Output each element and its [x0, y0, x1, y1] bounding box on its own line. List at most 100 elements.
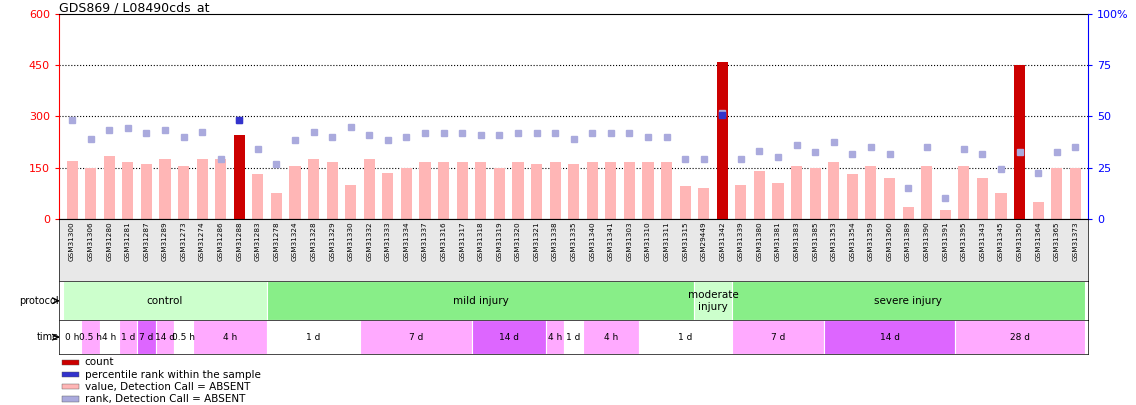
Bar — [568, 164, 579, 219]
Text: 14 d: 14 d — [879, 333, 900, 342]
Bar — [605, 162, 617, 219]
Text: GSM31364: GSM31364 — [1035, 222, 1041, 262]
Bar — [85, 168, 97, 219]
Bar — [103, 156, 115, 219]
Bar — [345, 185, 357, 219]
Bar — [475, 162, 486, 219]
Bar — [178, 166, 189, 219]
Bar — [1014, 65, 1025, 219]
Bar — [174, 320, 193, 354]
Text: GSM31316: GSM31316 — [441, 222, 446, 262]
Bar — [1014, 175, 1025, 219]
Bar — [565, 320, 583, 354]
Bar — [82, 320, 100, 354]
Bar — [995, 193, 1006, 219]
Text: GSM31359: GSM31359 — [868, 222, 874, 262]
Bar — [234, 135, 245, 219]
Bar — [364, 159, 375, 219]
Text: percentile rank within the sample: percentile rank within the sample — [85, 370, 260, 379]
Text: protocol: protocol — [19, 296, 59, 306]
Text: 1 d: 1 d — [307, 333, 320, 342]
Text: GSM31317: GSM31317 — [459, 222, 466, 262]
Text: time: time — [36, 332, 59, 342]
Text: 7 d: 7 d — [140, 333, 153, 342]
Bar — [586, 162, 598, 219]
Text: GSM31318: GSM31318 — [478, 222, 484, 262]
Text: GSM31329: GSM31329 — [329, 222, 335, 262]
Text: moderate
injury: moderate injury — [687, 290, 738, 311]
Text: GSM31288: GSM31288 — [236, 222, 242, 262]
Bar — [267, 320, 360, 354]
Text: 1 d: 1 d — [120, 333, 135, 342]
Bar — [234, 159, 245, 219]
Bar — [1033, 202, 1044, 219]
Text: GSM31341: GSM31341 — [608, 222, 613, 262]
Bar — [550, 162, 561, 219]
Bar — [67, 161, 77, 219]
Text: 28 d: 28 d — [1010, 333, 1029, 342]
Text: GSM31303: GSM31303 — [626, 222, 633, 262]
Bar — [694, 281, 732, 320]
Bar — [118, 320, 137, 354]
Text: mild injury: mild injury — [453, 296, 509, 306]
Text: GSM31320: GSM31320 — [515, 222, 521, 262]
Text: GSM31350: GSM31350 — [1017, 222, 1022, 262]
Bar — [1070, 168, 1080, 219]
Bar — [810, 168, 821, 219]
Bar — [62, 372, 78, 377]
Text: GSM31340: GSM31340 — [590, 222, 595, 262]
Bar — [290, 166, 301, 219]
Text: severe injury: severe injury — [874, 296, 942, 306]
Bar — [100, 320, 118, 354]
Bar — [772, 183, 784, 219]
Bar — [1051, 168, 1062, 219]
Bar — [959, 166, 969, 219]
Text: 7 d: 7 d — [771, 333, 785, 342]
Bar — [197, 159, 208, 219]
Bar — [717, 62, 728, 219]
Bar — [732, 320, 825, 354]
Text: GSM31339: GSM31339 — [738, 222, 744, 262]
Bar — [215, 159, 226, 219]
Bar — [921, 166, 933, 219]
Bar — [828, 162, 840, 219]
Bar — [156, 320, 174, 354]
Text: GSM31385: GSM31385 — [812, 222, 818, 262]
Text: GSM31373: GSM31373 — [1072, 222, 1078, 262]
Text: GSM31354: GSM31354 — [850, 222, 855, 262]
Text: 7 d: 7 d — [409, 333, 423, 342]
Text: 14 d: 14 d — [499, 333, 519, 342]
Bar — [977, 178, 988, 219]
Text: GSM31306: GSM31306 — [87, 222, 93, 262]
Text: GSM31287: GSM31287 — [143, 222, 150, 262]
Text: 0.5 h: 0.5 h — [172, 333, 195, 342]
Bar — [270, 193, 282, 219]
Text: GSM31338: GSM31338 — [552, 222, 558, 262]
Bar — [137, 320, 156, 354]
Text: GSM31310: GSM31310 — [645, 222, 651, 262]
Text: GSM31274: GSM31274 — [199, 222, 206, 262]
Text: GSM31395: GSM31395 — [961, 222, 967, 262]
Text: GSM31383: GSM31383 — [794, 222, 800, 262]
Text: 0.5 h: 0.5 h — [80, 333, 102, 342]
Text: GSM31342: GSM31342 — [719, 222, 725, 262]
Text: 1 d: 1 d — [567, 333, 580, 342]
Text: GSM31337: GSM31337 — [423, 222, 428, 262]
Text: 4 h: 4 h — [223, 333, 237, 342]
Text: 4 h: 4 h — [603, 333, 618, 342]
Text: GSM31389: GSM31389 — [905, 222, 911, 262]
Text: 1 d: 1 d — [678, 333, 692, 342]
Text: GSM31381: GSM31381 — [775, 222, 782, 262]
Bar — [141, 164, 152, 219]
Text: GSM29449: GSM29449 — [701, 222, 707, 262]
Bar — [846, 175, 858, 219]
Text: GSM31280: GSM31280 — [107, 222, 112, 262]
Text: 14 d: 14 d — [154, 333, 175, 342]
Bar — [360, 320, 471, 354]
Text: GSM31300: GSM31300 — [69, 222, 75, 262]
Bar — [902, 207, 913, 219]
Text: GSM31321: GSM31321 — [534, 222, 540, 262]
Text: GSM31315: GSM31315 — [682, 222, 688, 262]
Text: GSM31345: GSM31345 — [997, 222, 1004, 262]
Bar — [267, 281, 694, 320]
